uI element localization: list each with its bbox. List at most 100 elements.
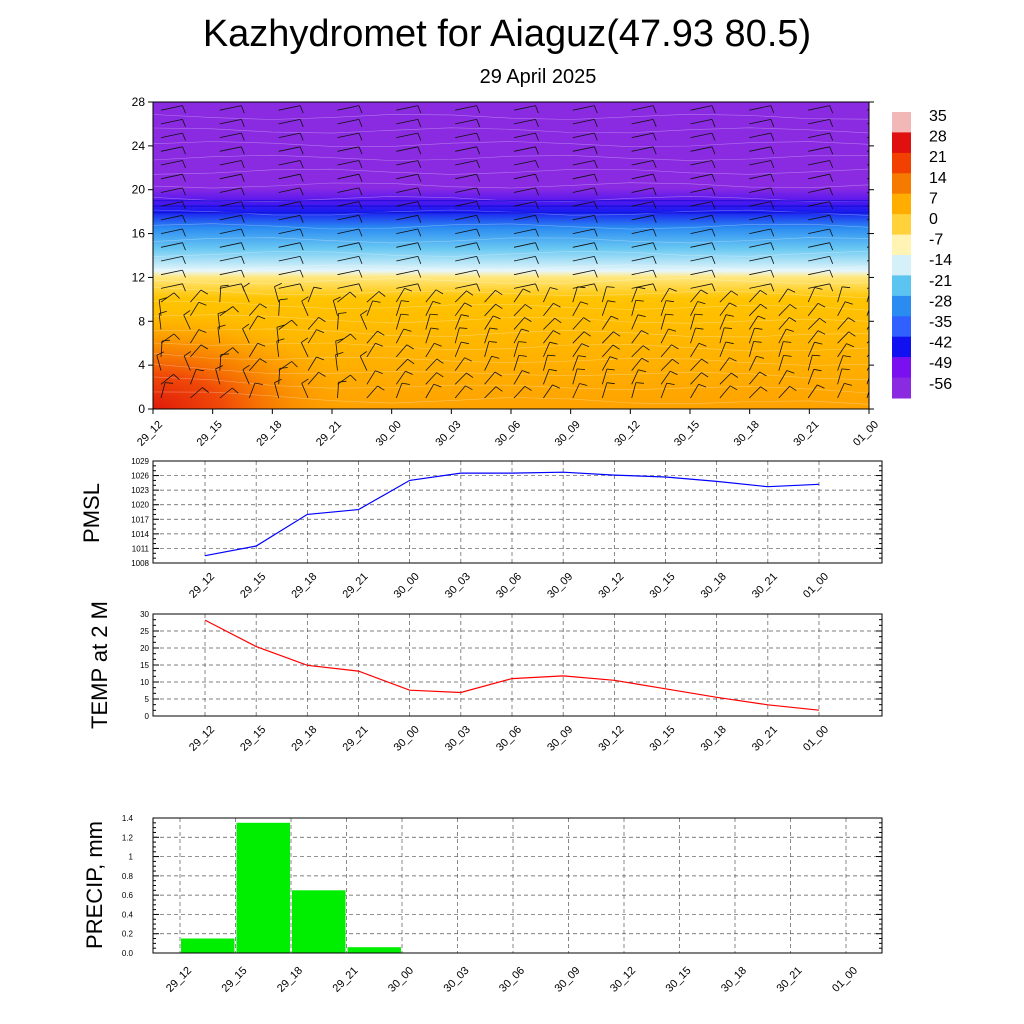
- wind-barb-flag: [876, 316, 883, 319]
- wind-barb-shaft: [601, 382, 608, 399]
- wind-barb-flag: [652, 256, 657, 264]
- wind-barb-shaft: [337, 160, 360, 166]
- wind-barb-flag: [770, 119, 775, 127]
- wind-barb-shaft: [454, 302, 465, 317]
- wind-barb-shaft: [749, 132, 771, 138]
- wind-barb-flag: [829, 242, 834, 251]
- wind-barb-flag: [241, 201, 245, 210]
- wind-barb-shaft: [513, 370, 523, 385]
- wind-barb-flag: [476, 105, 481, 114]
- wind-barb-flag: [814, 341, 823, 345]
- wind-barb-flag: [711, 242, 716, 251]
- heatmap-x-tick-label: 30_06: [493, 419, 523, 449]
- pmsl-y-tick-label: 1008: [131, 559, 149, 568]
- wind-barb-shaft: [749, 146, 771, 152]
- wind-barb-flag: [518, 355, 527, 357]
- wind-barb-shaft: [274, 286, 280, 303]
- wind-barb-shaft: [396, 160, 418, 166]
- precip-bar: [292, 890, 346, 953]
- temp2m-x-tick-label: 30_09: [545, 724, 575, 754]
- wind-barb-shaft: [866, 308, 869, 316]
- wind-barb-shaft: [160, 146, 183, 152]
- wind-barb-shaft: [631, 214, 654, 221]
- wind-barb-shaft: [158, 313, 162, 330]
- wind-barb-flag: [241, 132, 245, 141]
- wind-barb-flag: [711, 256, 716, 264]
- wind-barb-shaft: [337, 187, 360, 193]
- precip-y-tick-label: 0.8: [122, 872, 134, 881]
- wind-barb-shaft: [631, 132, 654, 138]
- wind-barb-shaft: [690, 384, 699, 399]
- wind-barb-shaft: [690, 228, 713, 234]
- wind-barb-shaft: [808, 187, 830, 193]
- wind-barb-flag: [313, 286, 322, 290]
- wind-barb-flag: [495, 303, 503, 309]
- wind-barb-flag: [770, 174, 775, 182]
- wind-barb-flag: [350, 374, 357, 381]
- precip-y-tick-label: 0.2: [122, 930, 134, 939]
- wind-barb-shaft: [808, 283, 830, 289]
- wind-barb-shaft: [395, 300, 402, 316]
- wind-barb-flag: [770, 187, 775, 196]
- colorbar-label: -49: [929, 355, 952, 372]
- wind-barb-shaft: [248, 382, 256, 399]
- wind-barb-flag: [652, 105, 657, 114]
- precip-x-tick-label: 29_18: [275, 965, 305, 995]
- wind-barb-flag: [242, 323, 250, 330]
- wind-barb-flag: [417, 215, 422, 223]
- wind-barb-flag: [552, 384, 560, 389]
- heatmap-x-tick-label: 30_09: [553, 419, 583, 449]
- wind-barb-shaft: [219, 228, 242, 234]
- wind-barb-flag: [652, 119, 657, 127]
- wind-barb-flag: [829, 187, 834, 196]
- wind-barb-shaft: [808, 256, 830, 262]
- wind-barb-flag: [494, 371, 503, 377]
- wind-barb-flag: [711, 283, 716, 292]
- wind-barb-shaft: [454, 327, 460, 344]
- wind-barb-flag: [613, 331, 621, 337]
- wind-barb-flag: [812, 354, 821, 357]
- wind-barb-flag: [711, 132, 716, 141]
- wind-barb-flag: [433, 383, 442, 388]
- wind-barb-flag: [842, 286, 851, 289]
- wind-barb-flag: [299, 119, 304, 127]
- wind-barb-shaft: [278, 283, 301, 289]
- wind-barb-flag: [829, 174, 834, 182]
- colorbar-swatch: [892, 357, 911, 378]
- temperature-contour: [153, 264, 869, 271]
- wind-barb-flag: [401, 382, 410, 385]
- wind-barb-shaft: [278, 256, 301, 262]
- wind-barb-flag: [301, 378, 309, 384]
- wind-barb-flag: [535, 174, 539, 182]
- wind-barb-shaft: [455, 160, 477, 166]
- wind-barb-shaft: [807, 303, 819, 317]
- wind-barb-flag: [377, 385, 385, 391]
- pmsl-x-tick-label: 30_15: [648, 571, 678, 601]
- wind-barb-shaft: [572, 160, 595, 166]
- wind-barb-shaft: [719, 314, 727, 330]
- wind-barb-shaft: [454, 290, 467, 303]
- wind-barb-shaft: [219, 286, 222, 303]
- temperature-contour: [153, 141, 869, 148]
- wind-barb-flag: [606, 286, 615, 288]
- wind-barb-shaft: [278, 242, 301, 248]
- wind-barb-flag: [829, 215, 834, 223]
- wind-barb-flag: [594, 146, 598, 155]
- wind-barb-flag: [400, 313, 409, 316]
- wind-barb-shaft: [219, 347, 234, 358]
- wind-barb-flag: [434, 342, 442, 347]
- wind-barb-shaft: [513, 242, 536, 248]
- wind-barb-flag: [770, 242, 775, 251]
- wind-barb-flag: [669, 287, 677, 292]
- wind-barb-flag: [711, 174, 716, 182]
- precip-y-tick-label: 0.6: [122, 891, 134, 900]
- wind-barb-shaft: [278, 201, 301, 207]
- precip-x-tick-label: 30_18: [719, 965, 749, 995]
- heatmap-y-tick-label: 0: [138, 402, 145, 416]
- wind-barb-shaft: [748, 315, 759, 330]
- wind-barb-flag: [182, 201, 186, 210]
- wind-barb-shaft: [337, 291, 351, 303]
- temp2m-x-axis: 29_12 29_15 29_18 29_21 30_00 30_03 30_06 30_09…: [187, 724, 831, 754]
- pmsl-y-tick-label: 1017: [131, 515, 149, 524]
- wind-barb-flag: [817, 384, 825, 389]
